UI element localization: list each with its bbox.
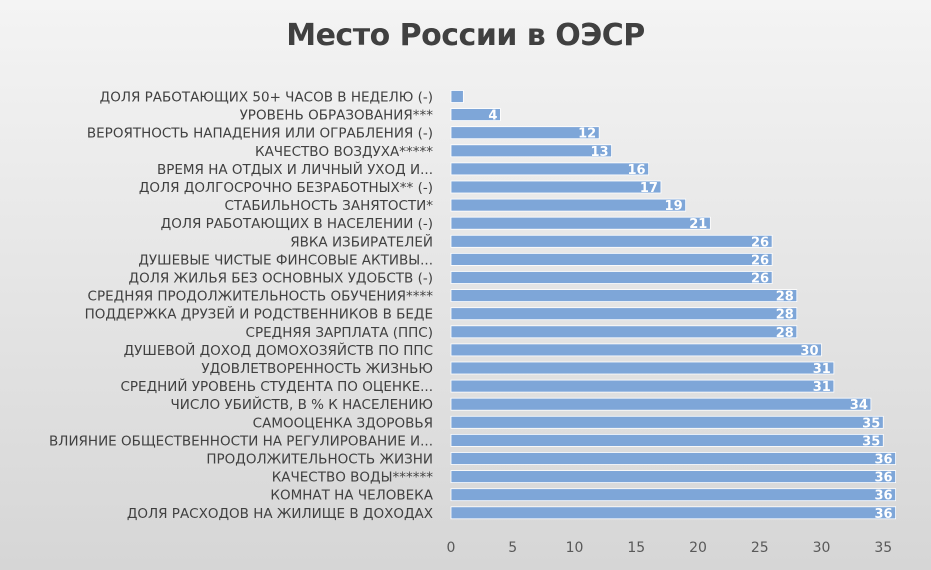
category-label: УРОВЕНЬ ОБРАЗОВАНИЯ***	[240, 108, 434, 124]
bar	[450, 252, 773, 266]
chart-title: Место России в ОЭСР	[286, 18, 645, 53]
data-label: 26	[751, 253, 769, 268]
category-label: СРЕДНЯЯ ЗАРПЛАТА (ППС)	[246, 325, 433, 341]
x-tick-label: 25	[751, 540, 769, 556]
bar	[450, 361, 835, 375]
category-label: СРЕДНЯЯ ПРОДОЛЖИТЕЛЬНОСТЬ ОБУЧЕНИЯ****	[88, 289, 434, 305]
category-label: ВРЕМЯ НА ОТДЫХ И ЛИЧНЫЙ УХОД И...	[157, 160, 433, 178]
x-axis-ticks: 0 5 10 15 20 25 30 35	[447, 540, 893, 556]
bar	[450, 144, 612, 158]
category-label: ЯВКА ИЗБИРАТЕЛЕЙ	[290, 232, 433, 250]
data-label: 28	[776, 326, 794, 341]
category-label: ДОЛЯ РАСХОДОВ НА ЖИЛИЩЕ В ДОХОДАХ	[127, 506, 433, 522]
bar	[450, 452, 897, 465]
bars-layer	[450, 90, 897, 520]
bar	[450, 343, 822, 357]
data-label: 13	[590, 145, 608, 160]
x-tick-label: 30	[813, 540, 831, 556]
bar	[450, 162, 650, 176]
data-label: 19	[665, 199, 683, 214]
data-label: 31	[813, 362, 831, 377]
category-label: САМООЦЕНКА ЗДОРОВЬЯ	[253, 415, 433, 431]
bar	[450, 126, 600, 140]
data-label: 26	[751, 272, 769, 287]
data-label: 12	[578, 127, 596, 142]
bar	[450, 234, 773, 248]
bar	[450, 470, 897, 484]
x-tick-label: 10	[566, 540, 584, 556]
category-label: ДУШЕВОЙ ДОХОД ДОМОХОЗЯЙСТВ ПО ППС	[124, 341, 433, 359]
category-label: ДОЛЯ РАБОТАЮЩИХ 50+ ЧАСОВ В НЕДЕЛЮ (-)	[100, 90, 433, 106]
bar	[450, 397, 872, 411]
bar	[450, 325, 798, 339]
data-label: 36	[875, 471, 893, 486]
data-label: 35	[862, 416, 880, 431]
data-labels: 4 12 13 16 17 19 21 26 26 26 28 28 28 30 31 31 34 35 35 36 3…	[488, 109, 892, 522]
category-label: УДОВЛЕТВОРЕННОСТЬ ЖИЗНЬЮ	[201, 361, 433, 377]
data-label: 36	[875, 489, 893, 504]
category-label: СРЕДНИЙ УРОВЕНЬ СТУДЕНТА ПО ОЦЕНКЕ...	[120, 377, 433, 395]
category-label: КОМНАТ НА ЧЕЛОВЕКА	[270, 488, 433, 504]
x-tick-label: 15	[627, 540, 645, 556]
data-label: 4	[488, 109, 497, 124]
category-label: ПРОДОЛЖИТЕЛЬНОСТЬ ЖИЗНИ	[206, 452, 433, 468]
data-label: 34	[850, 398, 868, 413]
data-label: 36	[875, 453, 893, 468]
data-label: 26	[751, 235, 769, 250]
data-label: 28	[776, 290, 794, 305]
category-label: ЧИСЛО УБИЙСТВ, В % К НАСЕЛЕНИЮ	[171, 395, 433, 413]
category-label: ДОЛЯ ДОЛГОСРОЧНО БЕЗРАБОТНЫХ** (-)	[139, 180, 433, 196]
data-label: 16	[628, 163, 646, 178]
bar	[450, 90, 464, 103]
data-label: 31	[813, 380, 831, 395]
category-label: ПОДДЕРЖКА ДРУЗЕЙ И РОДСТВЕННИКОВ В БЕДЕ	[85, 305, 433, 323]
bar	[450, 289, 798, 303]
bar	[450, 307, 798, 321]
category-label: ВЕРОЯТНОСТЬ НАПАДЕНИЯ ИЛИ ОГРАБЛЕНИЯ (-)	[87, 126, 433, 142]
bar	[450, 488, 897, 502]
bar	[450, 433, 884, 447]
x-tick-label: 0	[447, 540, 456, 556]
bar	[450, 415, 884, 429]
data-label: 21	[689, 217, 707, 232]
category-label: ВЛИЯНИЕ ОБЩЕСТВЕННОСТИ НА РЕГУЛИРОВАНИЕ …	[49, 433, 433, 449]
bar	[450, 379, 835, 393]
bar	[450, 198, 687, 212]
bar	[450, 271, 773, 284]
data-label: 36	[875, 507, 893, 522]
category-label: КАЧЕСТВО ВОДЫ******	[272, 470, 434, 486]
data-label: 17	[640, 181, 658, 196]
category-label: СТАБИЛЬНОСТЬ ЗАНЯТОСТИ*	[225, 198, 434, 214]
bar	[450, 216, 711, 230]
x-tick-label: 35	[874, 540, 892, 556]
bar	[450, 180, 662, 194]
bar	[450, 108, 501, 121]
bar	[450, 506, 897, 520]
category-label: КАЧЕСТВО ВОЗДУХА*****	[255, 144, 433, 160]
x-tick-label: 20	[689, 540, 707, 556]
data-label: 30	[800, 344, 818, 359]
data-label: 28	[776, 308, 794, 323]
category-label: ДУШЕВЫЕ ЧИСТЫЕ ФИНСОВЫЕ АКТИВЫ...	[138, 252, 433, 268]
category-labels: ДОЛЯ РАБОТАЮЩИХ 50+ ЧАСОВ В НЕДЕЛЮ (-) УР…	[49, 90, 434, 522]
data-label: 35	[862, 434, 880, 449]
x-tick-label: 5	[508, 540, 517, 556]
category-label: ДОЛЯ ЖИЛЬЯ БЕЗ ОСНОВНЫХ УДОБСТВ (-)	[129, 271, 433, 287]
category-label: ДОЛЯ РАБОТАЮЩИХ В НАСЕЛЕНИИ (-)	[161, 216, 433, 232]
